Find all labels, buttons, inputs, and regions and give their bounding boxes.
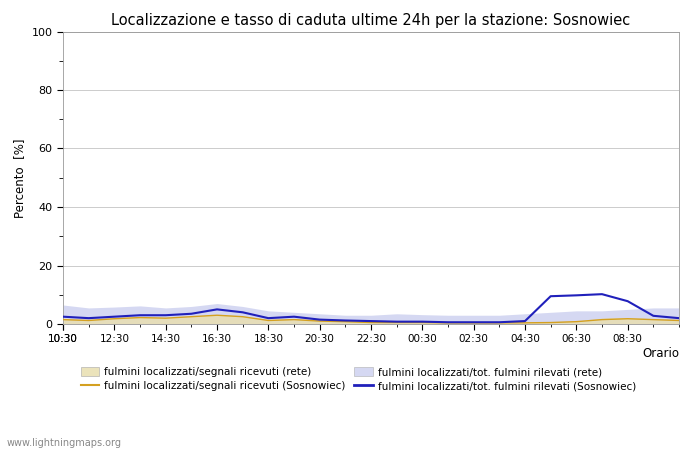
Legend: fulmini localizzati/segnali ricevuti (rete), fulmini localizzati/segnali ricevut: fulmini localizzati/segnali ricevuti (re… [80,367,636,392]
Text: Orario: Orario [642,347,679,360]
Text: www.lightningmaps.org: www.lightningmaps.org [7,438,122,448]
Y-axis label: Percento  [%]: Percento [%] [13,138,26,217]
Title: Localizzazione e tasso di caduta ultime 24h per la stazione: Sosnowiec: Localizzazione e tasso di caduta ultime … [111,13,631,27]
